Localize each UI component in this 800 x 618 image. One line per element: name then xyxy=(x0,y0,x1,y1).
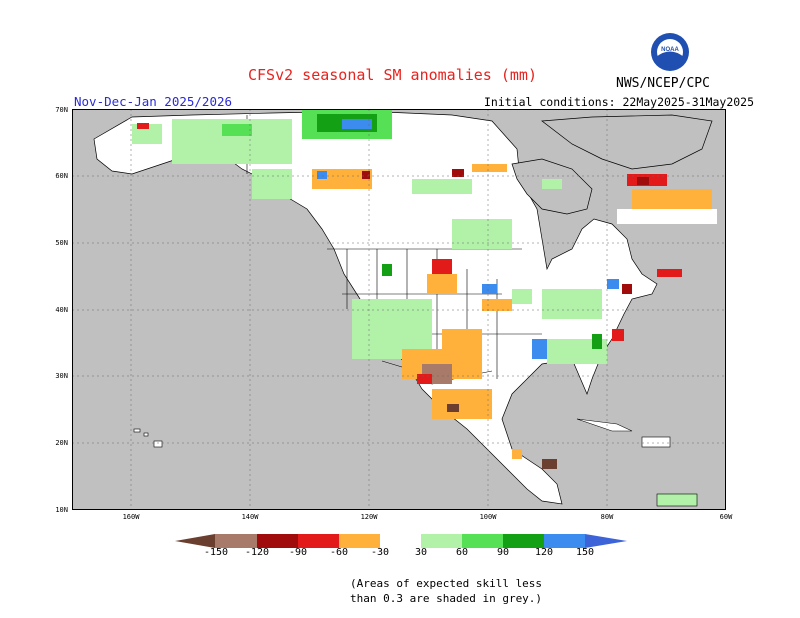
legend-label-m120: -120 xyxy=(244,547,270,558)
caribbean-islands xyxy=(576,418,698,507)
legend-swatch-p90-120 xyxy=(503,534,544,548)
lon-label-80w: 80W xyxy=(600,513,614,521)
legend-swatch-m150-m120 xyxy=(215,534,257,548)
map-canvas xyxy=(72,109,726,510)
lon-label-120w: 120W xyxy=(360,513,378,521)
legend-label-m90: -90 xyxy=(288,547,308,558)
lat-label-30n: 30N xyxy=(55,372,68,380)
lat-label-10n: 10N xyxy=(55,506,68,514)
legend-swatch-m120-m90 xyxy=(257,534,298,548)
skill-note-line2: than 0.3 are shaded in grey.) xyxy=(350,592,543,605)
legend-label-p120: 120 xyxy=(534,547,554,558)
lon-label-100w: 100W xyxy=(479,513,497,521)
logo-text: NOAA xyxy=(661,47,679,53)
graticule xyxy=(72,109,726,510)
noaa-logo: NOAA xyxy=(651,33,689,71)
map-title: CFSv2 seasonal SM anomalies (mm) xyxy=(248,66,537,84)
greenland-land xyxy=(541,114,713,170)
legend-swatch-gt-150 xyxy=(585,534,627,548)
legend-label-p90: 90 xyxy=(496,547,510,558)
season-label: Nov-Dec-Jan 2025/2026 xyxy=(74,94,233,109)
agency-label: NWS/NCEP/CPC xyxy=(616,76,710,91)
lat-label-70n: 70N xyxy=(55,106,68,114)
legend-swatch-p120-150 xyxy=(544,534,585,548)
map xyxy=(72,109,726,510)
map-border xyxy=(72,109,726,510)
initial-conditions: Initial conditions: 22May2025-31May2025 xyxy=(484,95,755,109)
legend-colorbar xyxy=(175,534,627,548)
anomaly-cells xyxy=(132,109,717,469)
lat-label-60n: 60N xyxy=(55,172,68,180)
legend-swatch-m60-m30 xyxy=(339,534,380,548)
legend-swatch-p30-60 xyxy=(421,534,462,548)
legend-label-p60: 60 xyxy=(455,547,469,558)
lat-label-50n: 50N xyxy=(55,239,68,247)
lon-label-140w: 140W xyxy=(241,513,259,521)
legend-label-m150: -150 xyxy=(203,547,229,558)
lat-label-40n: 40N xyxy=(55,306,68,314)
legend-swatch-p60-90 xyxy=(462,534,503,548)
lat-label-20n: 20N xyxy=(55,439,68,447)
lon-label-60w: 60W xyxy=(719,513,733,521)
legend-swatch-m90-m60 xyxy=(298,534,339,548)
legend-swatch-lt-m150 xyxy=(175,534,215,548)
lon-label-160w: 160W xyxy=(122,513,140,521)
skill-note-line1: (Areas of expected skill less xyxy=(350,577,543,590)
legend-label-m30: -30 xyxy=(370,547,390,558)
hawaii-islands xyxy=(133,428,163,448)
legend-swatch-neutral xyxy=(380,534,421,548)
legend-label-p30: 30 xyxy=(414,547,428,558)
legend-label-p150: 150 xyxy=(575,547,595,558)
legend-label-m60: -60 xyxy=(329,547,349,558)
